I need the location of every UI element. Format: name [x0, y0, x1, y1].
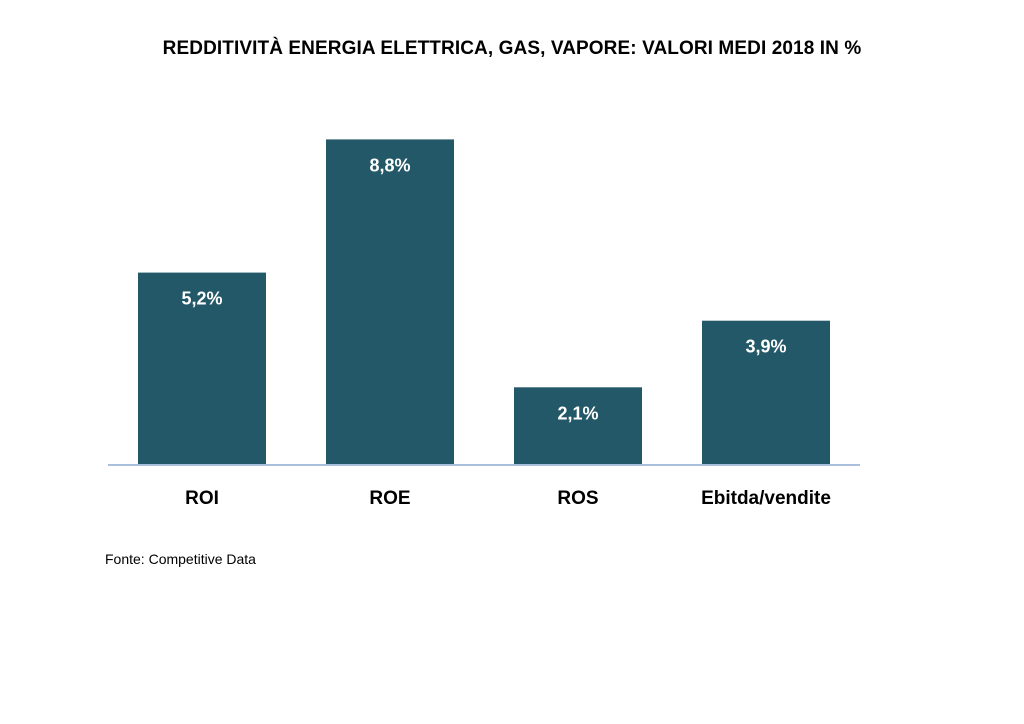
bar-ebitda-vendite	[702, 320, 830, 465]
bar-ros	[514, 387, 642, 465]
data-label: 8,8%	[369, 155, 410, 175]
category-label: ROS	[557, 488, 598, 509]
chart-title: REDDITIVITÀ ENERGIA ELETTRICA, GAS, VAPO…	[162, 38, 862, 59]
category-label: ROE	[369, 488, 410, 509]
data-label: 3,9%	[745, 337, 786, 357]
bar-roi	[138, 272, 266, 465]
bar-roe	[326, 139, 454, 465]
data-label: 2,1%	[557, 403, 598, 423]
source-note: Fonte: Competitive Data	[105, 551, 256, 567]
category-label: Ebitda/vendite	[701, 488, 831, 509]
labels-layer: 5,2% ROI 8,8% ROE 2,1% ROS 3,9% Ebitda/vendite	[181, 155, 830, 509]
category-label: ROI	[185, 488, 219, 509]
data-label: 5,2%	[181, 289, 222, 309]
bars-layer	[138, 139, 830, 465]
